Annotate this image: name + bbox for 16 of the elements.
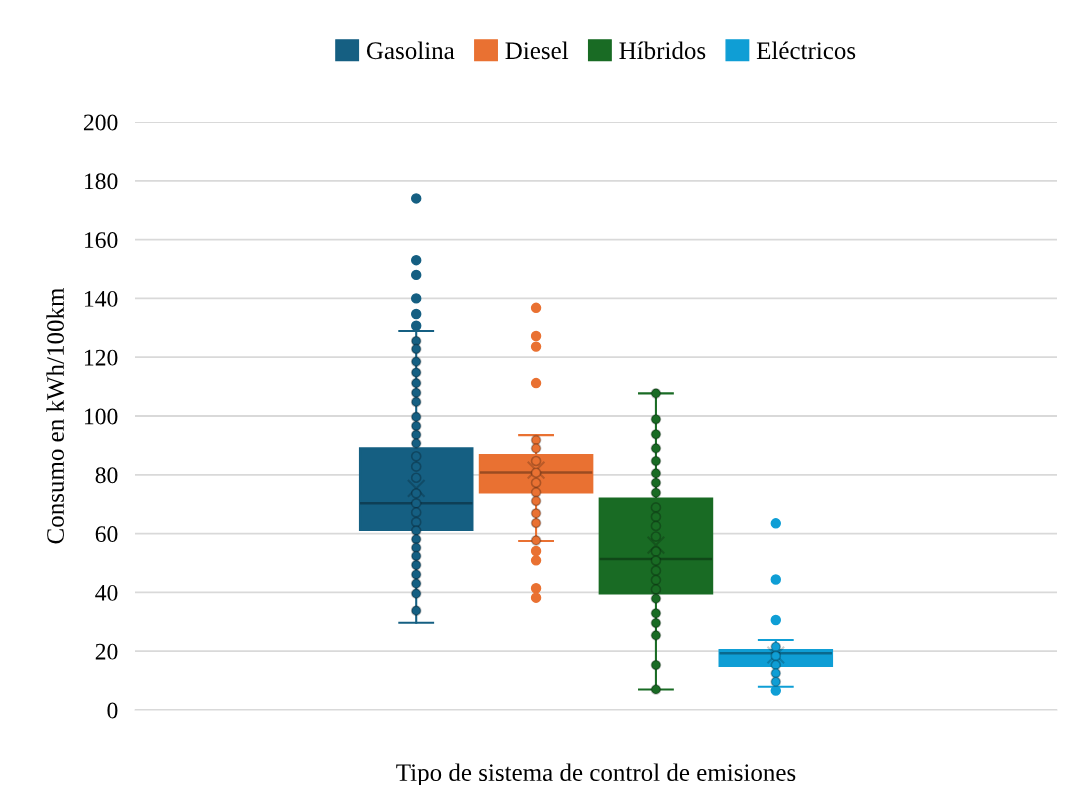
y-tick-label: 180 bbox=[84, 173, 118, 190]
y-tick-label: 40 bbox=[95, 584, 118, 601]
y-tick-label: 0 bbox=[107, 702, 118, 719]
y-axis-title: Consumo en kWh/100km bbox=[46, 287, 65, 544]
y-tick-label: 120 bbox=[84, 349, 118, 366]
y-tick-label: 140 bbox=[84, 290, 118, 307]
y-tick-label: 100 bbox=[84, 408, 118, 425]
y-tick-label: 20 bbox=[95, 643, 118, 660]
legend-label: Eléctricos bbox=[756, 41, 856, 60]
y-tick-label: 80 bbox=[95, 467, 118, 484]
legend-label: Diesel bbox=[505, 41, 569, 60]
y-tick-label: 60 bbox=[95, 526, 118, 543]
y-tick-label: 160 bbox=[84, 232, 118, 249]
y-tick-label: 200 bbox=[83, 114, 118, 131]
legend-label: Híbridos bbox=[619, 41, 706, 60]
legend-label: Gasolina bbox=[366, 41, 455, 60]
